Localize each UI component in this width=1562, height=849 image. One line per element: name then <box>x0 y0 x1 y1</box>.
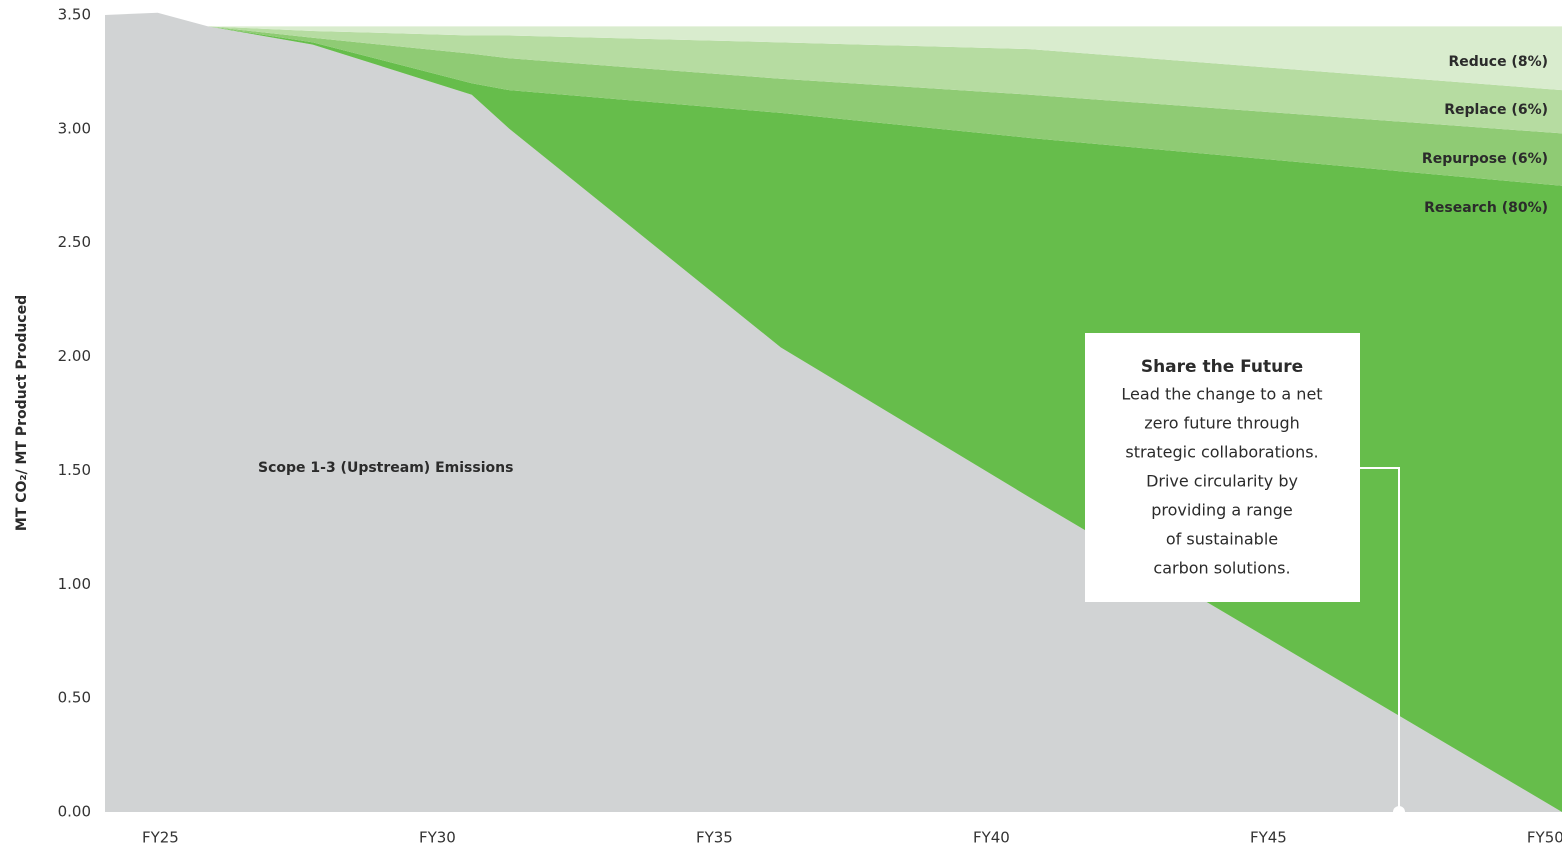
annotation-line: strategic collaborations. <box>1125 443 1318 462</box>
series-label: Replace (6%) <box>1444 102 1548 118</box>
area <box>105 12 1562 186</box>
y-tick-label: 3.00 <box>58 119 91 137</box>
area <box>105 12 1562 813</box>
x-tick-label: FY40 <box>973 829 1010 847</box>
x-tick-label: FY35 <box>696 829 733 847</box>
series-label: Reduce (8%) <box>1449 54 1549 70</box>
series-label: Repurpose (6%) <box>1422 151 1548 167</box>
annotation-line: zero future through <box>1144 414 1300 433</box>
labels: Scope 1-3 (Upstream) Emissions Reduce (8%… <box>258 54 1548 476</box>
annotation-line: carbon solutions. <box>1153 559 1290 578</box>
annotation-line: of sustainable <box>1166 530 1278 549</box>
y-tick-label: 2.50 <box>58 233 91 251</box>
callout-dot <box>1393 806 1405 818</box>
y-axis-label: MT CO₂/ MT Product Produced <box>14 295 30 531</box>
x-tick-label: FY50 <box>1527 829 1562 847</box>
annotation-title: Share the Future <box>1141 357 1303 377</box>
annotation-line: Lead the change to a net <box>1121 385 1322 404</box>
series-label: Research (80%) <box>1424 200 1548 216</box>
annotation-line: providing a range <box>1151 501 1292 520</box>
series-label: Scope 1-3 (Upstream) Emissions <box>258 460 513 476</box>
area <box>105 12 1562 134</box>
y-tick-label: 3.50 <box>58 6 91 24</box>
x-tick-label: FY25 <box>142 829 179 847</box>
area <box>105 12 1562 91</box>
callout-line <box>1360 467 1400 812</box>
y-tick-label: 0.50 <box>58 689 91 707</box>
annotation-line: Drive circularity by <box>1146 472 1298 491</box>
area <box>105 12 1562 813</box>
annotation-box <box>1085 333 1360 602</box>
y-tick-label: 1.50 <box>58 461 91 479</box>
x-tick-label: FY45 <box>1250 829 1287 847</box>
areas <box>105 12 1562 813</box>
x-tick-label: FY30 <box>419 829 456 847</box>
y-tick-label: 1.00 <box>58 575 91 593</box>
y-tick-label: 0.00 <box>58 803 91 821</box>
y-tick-label: 2.00 <box>58 347 91 365</box>
